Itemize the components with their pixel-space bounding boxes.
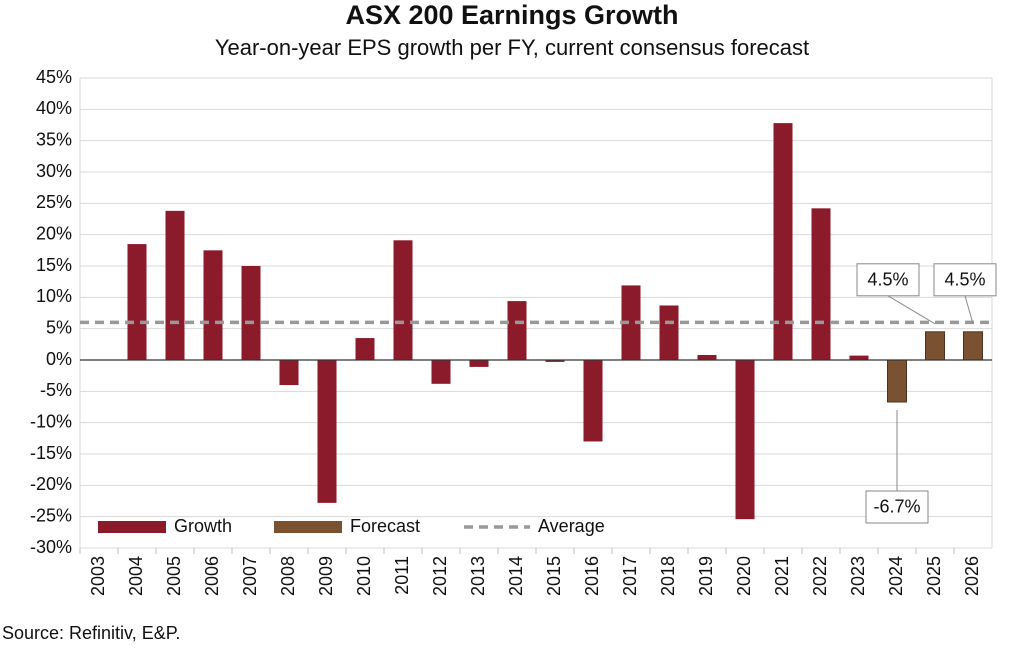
bar [621,285,641,360]
x-tick-label: 2012 [430,556,450,596]
bar [545,360,565,362]
bar [963,331,983,361]
bar [583,360,603,442]
bar [279,360,299,386]
chart-subtitle: Year-on-year EPS growth per FY, current … [215,35,809,60]
x-tick-label: 2007 [240,556,260,596]
x-tick-label: 2024 [886,556,906,596]
x-tick-label: 2011 [392,556,412,595]
x-tick-label: 2018 [658,556,678,596]
bar [773,123,793,361]
y-tick-label: -25% [30,505,72,525]
x-tick-label: 2023 [848,556,868,596]
x-tick-label: 2004 [126,556,146,596]
callout-leader [964,295,974,324]
x-tick-label: 2008 [278,556,298,596]
y-tick-label: 40% [36,98,72,118]
x-tick-label: 2016 [582,556,602,596]
callout-leader [887,295,936,325]
x-tick-label: 2026 [962,556,982,596]
x-tick-label: 2025 [924,556,944,596]
data-label: -6.7% [873,497,920,517]
bar [811,208,831,360]
x-tick-label: 2022 [810,556,830,596]
legend-label: Average [538,516,605,536]
data-label: 4.5% [867,270,908,290]
y-tick-label: -15% [30,443,72,463]
x-tick-label: 2003 [88,556,108,596]
bar [469,360,489,367]
bar [431,360,451,384]
y-tick-label: 10% [36,286,72,306]
y-tick-label: 45% [36,67,72,87]
y-tick-label: 35% [36,129,72,149]
bar [507,301,527,360]
bar [203,250,223,360]
y-tick-label: -5% [40,380,72,400]
legend-label: Forecast [350,516,420,536]
bar [355,338,375,360]
y-tick-label: 30% [36,161,72,181]
bar [925,331,945,361]
y-tick-label: 15% [36,255,72,275]
x-tick-label: 2006 [202,556,222,596]
legend-swatch [274,521,342,533]
bar [393,240,413,360]
callout-box [856,263,920,297]
bar [241,266,261,360]
y-tick-label: 20% [36,223,72,243]
x-tick-label: 2017 [620,556,640,596]
bar [165,210,185,360]
x-tick-label: 2014 [506,556,526,596]
bar [317,360,337,503]
y-tick-label: -20% [30,474,72,494]
y-tick-label: 5% [46,317,72,337]
y-tick-label: -10% [30,411,72,431]
legend-swatch [98,521,166,533]
x-tick-label: 2013 [468,556,488,596]
x-tick-label: 2005 [164,556,184,596]
data-label: 4.5% [944,270,985,290]
legend-label: Growth [174,516,232,536]
bar [849,355,869,360]
y-tick-label: -30% [30,537,72,557]
callout-box [865,490,929,524]
bar [659,305,679,360]
x-tick-label: 2019 [696,556,716,596]
y-tick-label: 25% [36,192,72,212]
bar [887,359,907,403]
x-tick-label: 2015 [544,556,564,596]
x-tick-label: 2021 [772,556,792,596]
source-note: Source: Refinitiv, E&P. [2,623,180,643]
y-tick-label: 0% [46,349,72,369]
chart-title: ASX 200 Earnings Growth [345,0,678,30]
bar [697,354,717,360]
callout-box [933,263,997,297]
x-tick-label: 2020 [734,556,754,596]
x-tick-label: 2010 [354,556,374,596]
x-tick-label: 2009 [316,556,336,596]
bar [735,360,755,520]
bar [127,244,147,360]
